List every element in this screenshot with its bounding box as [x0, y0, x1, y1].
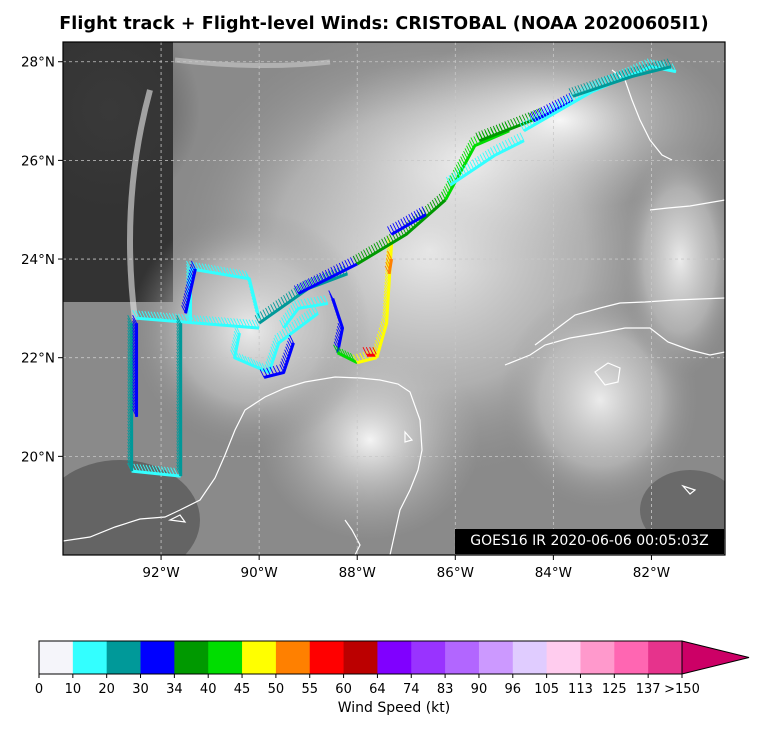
flight-track-line [572, 65, 672, 98]
colorbar-label: 0 [35, 682, 43, 697]
colorbar-swatch [377, 641, 412, 674]
flight-segment [259, 334, 295, 379]
colorbar-label: 137 [636, 682, 661, 697]
lat-lon-grid [63, 42, 725, 555]
lat-tick-label: 28°N [21, 55, 55, 71]
colorbar-label: 60 [335, 682, 352, 697]
lon-tick-label: 90°W [241, 565, 278, 581]
colorbar-swatch [614, 641, 649, 674]
colorbar-swatch [106, 641, 142, 674]
colorbar-label: 90 [471, 682, 488, 697]
satellite-ir-imagery [63, 42, 725, 555]
flight-track-line [387, 258, 394, 275]
flight-segment [176, 314, 183, 477]
colorbar-label: 20 [98, 682, 115, 697]
colorbar-swatch [309, 641, 345, 674]
flight-segment [387, 206, 427, 236]
colorbar-swatch [648, 641, 683, 674]
colorbar-swatch [445, 641, 480, 674]
colorbar-label: 125 [602, 682, 627, 697]
lon-tick-label: 82°W [633, 565, 670, 581]
flight-segment [445, 132, 525, 187]
colorbar-label: 45 [234, 682, 251, 697]
lon-tick-label: 88°W [339, 565, 376, 581]
colorbar-label: 96 [505, 682, 522, 697]
flight-segment [132, 314, 139, 418]
flight-track-line [184, 268, 197, 314]
wind-barbs [328, 290, 343, 354]
colorbar-swatch [174, 641, 209, 674]
lat-tick-label: 26°N [21, 153, 55, 169]
latitude-ticks: 20°N 22°N 24°N 26°N 28°N [21, 55, 63, 465]
colorbar-swatch [512, 641, 548, 674]
page-title: Flight track + Flight-level Winds: CRIST… [59, 14, 709, 34]
colorbar-label: 83 [437, 682, 454, 697]
flight-track-line [390, 213, 427, 236]
colorbar-swatch [343, 641, 378, 674]
flight-segment [181, 260, 197, 314]
flight-segment [568, 58, 672, 98]
flight-segment [293, 255, 358, 295]
lon-tick-label: 92°W [142, 565, 179, 581]
colorbar-label: >150 [664, 682, 700, 697]
colorbar-swatch [242, 641, 277, 674]
colorbar-swatch [208, 641, 243, 674]
wind-barbs [127, 314, 133, 472]
flight-segment [328, 290, 345, 354]
lon-tick-label: 86°W [437, 565, 474, 581]
lon-tick-label: 84°W [535, 565, 572, 581]
colorbar-swatch [72, 641, 108, 674]
imagery-timestamp: GOES16 IR 2020-06-06 00:05:03Z [470, 533, 709, 549]
colorbar-label: 74 [403, 682, 420, 697]
wind-barbs [445, 132, 525, 186]
colorbar-extension-arrow [681, 640, 750, 675]
lat-tick-label: 24°N [21, 252, 55, 268]
wind-barbs [279, 295, 329, 329]
lat-tick-label: 22°N [21, 351, 55, 367]
colorbar-label: 34 [166, 682, 183, 697]
wind-barbs [384, 250, 392, 275]
colorbar-label: 105 [534, 682, 559, 697]
longitude-ticks: 92°W 90°W 88°W 86°W 84°W 82°W [142, 555, 670, 581]
wind-barbs [387, 206, 427, 235]
colorbar-title: Wind Speed (kt) [338, 700, 451, 716]
wind-barbs [259, 334, 294, 378]
colorbar-swatch [275, 641, 311, 674]
wind-barbs [293, 255, 358, 294]
wind-barbs [333, 344, 358, 363]
colorbar-label: 10 [65, 682, 82, 697]
colorbar-label: 30 [132, 682, 149, 697]
wind-barbs [132, 314, 138, 418]
flight-segment [333, 344, 358, 364]
wind-speed-colorbar: 0 10 20 30 34 40 45 50 55 60 64 74 83 90 96 105 113 125 13… [35, 640, 750, 697]
flight-segment [279, 295, 329, 329]
wind-barbs [568, 58, 672, 97]
colorbar-frame [38, 640, 683, 675]
colorbar-swatch [39, 641, 74, 674]
flight-segment [384, 250, 394, 275]
colorbar-label: 64 [369, 682, 386, 697]
flight-track-wind-barbs [127, 58, 677, 478]
wind-barbs [181, 260, 196, 314]
colorbar-swatch [140, 641, 175, 674]
colorbar-label: 55 [301, 682, 318, 697]
timestamp-box: GOES16 IR 2020-06-06 00:05:03Z [455, 529, 724, 554]
wind-barbs [176, 314, 182, 477]
map-frame [62, 41, 726, 556]
flight-segment [529, 92, 574, 123]
flight-segment [127, 314, 134, 472]
colorbar-label: 113 [568, 682, 593, 697]
wind-barbs [362, 346, 378, 356]
wind-barbs [529, 92, 574, 122]
colorbar-swatch [478, 641, 514, 674]
wind-barbs [372, 235, 392, 358]
colorbar-label: 50 [268, 682, 285, 697]
lat-tick-label: 20°N [21, 449, 55, 465]
colorbar-label: 40 [200, 682, 217, 697]
colorbar-swatch [546, 641, 581, 674]
colorbar-swatch [411, 641, 446, 674]
colorbar-swatch [580, 641, 615, 674]
flight-track-line [297, 262, 358, 295]
